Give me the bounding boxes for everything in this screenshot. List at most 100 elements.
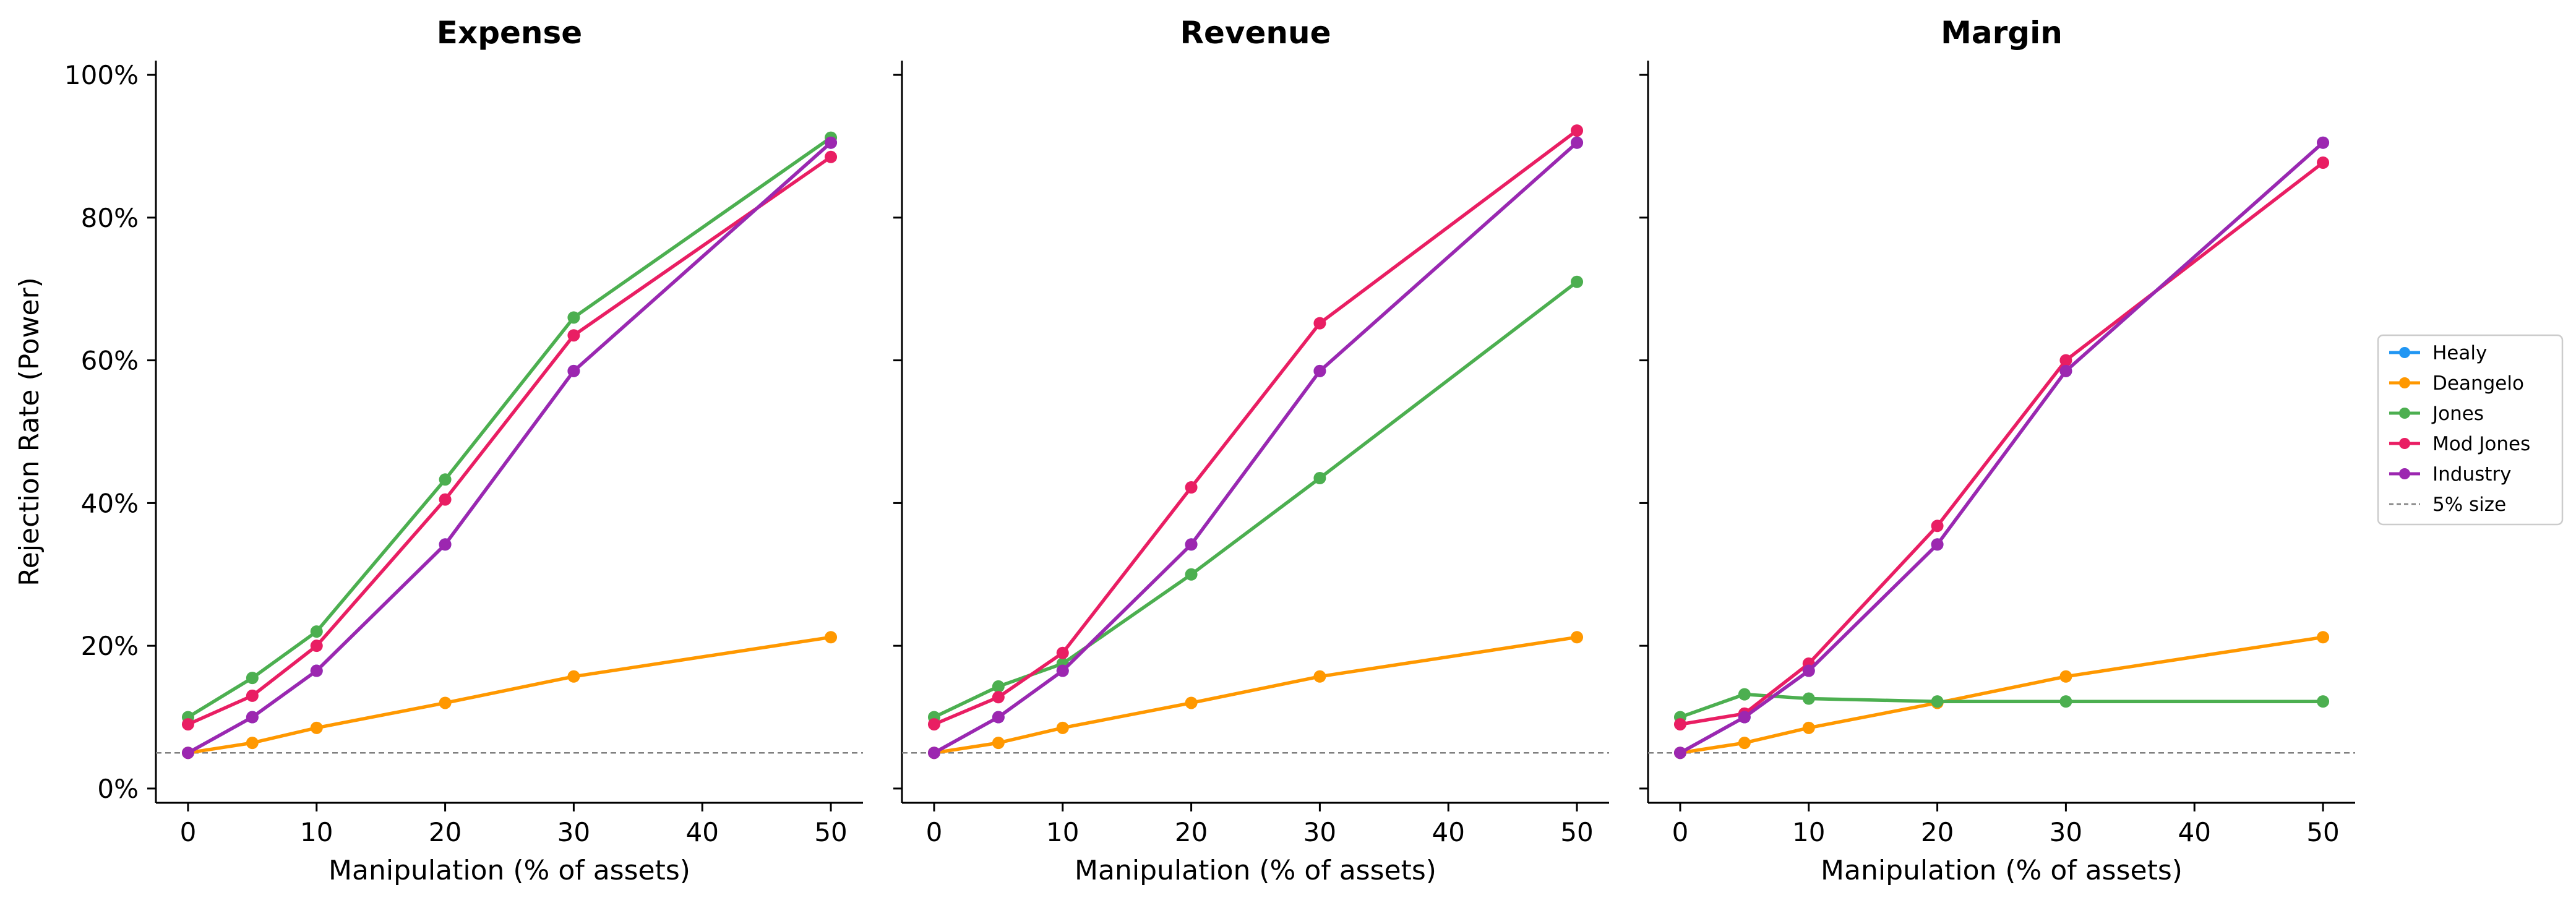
- data-point-mod-jones: [992, 691, 1005, 704]
- legend-marker-icon: [2399, 377, 2410, 388]
- x-tick-label: 20: [1175, 817, 1208, 847]
- series-line-deangelo: [1680, 635, 2324, 755]
- data-point-mod-jones: [181, 718, 194, 731]
- data-point-industry: [825, 136, 838, 149]
- data-point-mod-jones: [1313, 317, 1326, 330]
- x-tick-label: 50: [1560, 817, 1593, 847]
- series-line-healy: [1679, 141, 2324, 755]
- x-tick-label: 10: [300, 817, 333, 847]
- x-axis-label: Manipulation (% of assets): [328, 855, 690, 886]
- x-tick-label: 30: [1303, 817, 1336, 847]
- legend-label: Mod Jones: [2432, 433, 2530, 455]
- data-point-industry: [927, 747, 940, 760]
- data-point-jones: [1185, 568, 1198, 581]
- data-point-mod-jones: [439, 493, 452, 506]
- y-axis-label: Rejection Rate (Power): [14, 277, 45, 586]
- series-line-jones: [187, 136, 832, 719]
- series-line-healy: [933, 141, 1578, 755]
- data-point-mod-jones: [2059, 354, 2072, 367]
- data-point-industry: [310, 664, 323, 677]
- data-point-industry: [1931, 538, 1944, 551]
- legend-marker-icon: [2399, 468, 2410, 479]
- panel-margin: Margin 0 10 20 30 40 50 Manipulation (% of asse…: [1639, 15, 2355, 886]
- data-point-deangelo: [567, 670, 580, 683]
- data-point-deangelo: [439, 696, 452, 709]
- legend-label: Healy: [2432, 342, 2487, 364]
- y-tick-label: 0%: [97, 774, 139, 804]
- series-line-jones: [933, 280, 1578, 719]
- x-tick-label: 20: [429, 817, 462, 847]
- series-line-mod-jones: [933, 129, 1578, 726]
- data-point-deangelo: [1313, 670, 1326, 683]
- series-line-industry: [1679, 141, 2324, 755]
- data-point-jones: [1313, 472, 1326, 484]
- data-point-industry: [1571, 136, 1584, 149]
- data-point-mod-jones: [310, 640, 323, 653]
- data-point-mod-jones: [1185, 481, 1198, 494]
- x-tick-label: 0: [926, 817, 943, 847]
- panel-expense: Expense 0% 20% 40% 60% 80% 100% 0 10 20 30 40 50 Mani…: [64, 15, 863, 886]
- data-point-industry: [181, 747, 194, 760]
- data-point-mod-jones: [1673, 718, 1686, 731]
- data-point-mod-jones: [825, 150, 838, 163]
- data-point-deangelo: [1185, 696, 1198, 709]
- data-point-jones: [2059, 695, 2072, 708]
- chart-title: Expense: [437, 15, 582, 51]
- x-tick-label: 40: [1432, 817, 1465, 847]
- legend-label: 5% size: [2432, 494, 2506, 516]
- series-line-industry: [933, 141, 1578, 755]
- data-point-deangelo: [246, 737, 259, 750]
- x-axis-label: Manipulation (% of assets): [1821, 855, 2183, 886]
- data-point-jones: [2317, 695, 2330, 708]
- data-point-jones: [992, 680, 1005, 693]
- x-tick-label: 40: [2178, 817, 2211, 847]
- data-point-deangelo: [1738, 737, 1751, 750]
- x-axis-label: Manipulation (% of assets): [1075, 855, 1436, 886]
- data-point-jones: [1802, 692, 1815, 705]
- series-line-deangelo: [934, 635, 1578, 755]
- data-point-deangelo: [825, 631, 838, 644]
- data-point-mod-jones: [1056, 646, 1069, 659]
- data-point-industry: [439, 538, 452, 551]
- chart-title: Margin: [1941, 15, 2063, 51]
- x-tick-label: 50: [814, 817, 847, 847]
- x-tick-label: 0: [1672, 817, 1689, 847]
- data-point-mod-jones: [2317, 156, 2330, 169]
- data-point-industry: [1056, 664, 1069, 677]
- data-point-industry: [567, 364, 580, 377]
- chart-title: Revenue: [1180, 15, 1331, 51]
- data-point-industry: [246, 711, 259, 724]
- data-point-jones: [567, 311, 580, 324]
- data-point-deangelo: [1802, 721, 1815, 734]
- data-point-deangelo: [2317, 631, 2330, 644]
- legend-label: Industry: [2432, 463, 2512, 486]
- y-tick-label: 20%: [81, 631, 139, 661]
- data-point-industry: [2059, 364, 2072, 377]
- x-tick-label: 10: [1792, 817, 1825, 847]
- series-line-industry: [187, 141, 832, 755]
- data-point-industry: [1313, 364, 1326, 377]
- x-tick-label: 10: [1046, 817, 1079, 847]
- y-tick-label: 40%: [81, 488, 139, 518]
- data-point-deangelo: [1571, 631, 1584, 644]
- data-point-deangelo: [1056, 721, 1069, 734]
- legend-label: Jones: [2431, 403, 2484, 425]
- data-point-mod-jones: [1571, 124, 1584, 137]
- legend-marker-icon: [2399, 438, 2410, 449]
- data-point-mod-jones: [567, 329, 580, 342]
- series-line-deangelo: [187, 635, 831, 755]
- legend-marker-icon: [2399, 347, 2410, 358]
- x-tick-label: 50: [2306, 817, 2339, 847]
- panel-revenue: Revenue 0 10 20 30 40 50 Manipulation (% of ass…: [893, 15, 1609, 886]
- data-point-jones: [246, 672, 259, 685]
- data-point-industry: [992, 711, 1005, 724]
- data-point-industry: [1673, 747, 1686, 760]
- y-tick-label: 100%: [64, 60, 139, 90]
- data-point-mod-jones: [1931, 520, 1944, 533]
- series-line-mod-jones: [1680, 161, 2324, 726]
- x-tick-label: 30: [557, 817, 590, 847]
- legend-marker-icon: [2399, 408, 2410, 419]
- data-point-jones: [1571, 275, 1584, 288]
- x-tick-label: 20: [1921, 817, 1954, 847]
